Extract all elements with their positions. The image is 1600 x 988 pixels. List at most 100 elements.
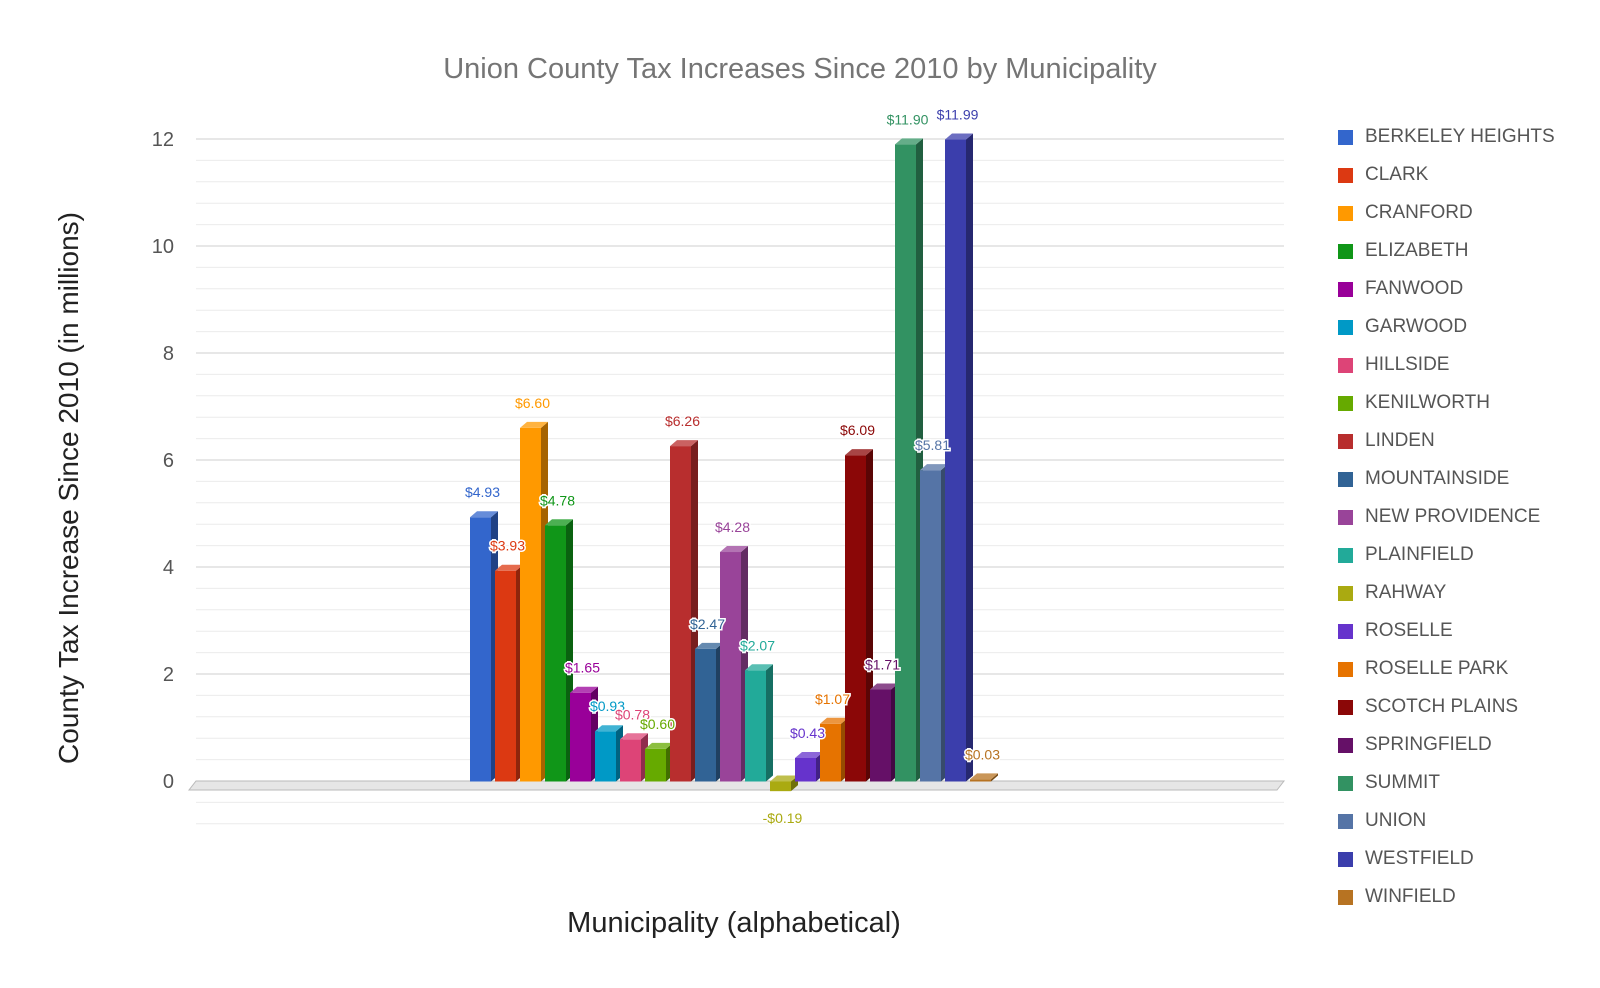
legend-label: FANWOOD — [1365, 278, 1464, 299]
data-label: $0.78 — [615, 706, 650, 722]
legend-item[interactable]: HILLSIDE — [1338, 346, 1593, 384]
bar-front — [845, 455, 866, 782]
legend-swatch — [1338, 509, 1353, 525]
bar-clark[interactable] — [495, 564, 523, 782]
legend-item[interactable]: BERKELEY HEIGHTS — [1338, 118, 1593, 156]
bar-hillside[interactable] — [620, 733, 648, 782]
bar-front — [945, 139, 966, 782]
legend-item[interactable]: WINFIELD — [1338, 878, 1593, 916]
bar-front — [670, 446, 691, 782]
data-label: $11.99 — [937, 107, 979, 123]
legend-item[interactable]: CRANFORD — [1338, 194, 1593, 232]
bar-front — [595, 731, 616, 782]
legend-item[interactable]: SCOTCH PLAINS — [1338, 688, 1593, 726]
bar-top — [945, 133, 973, 140]
legend-swatch — [1338, 775, 1353, 791]
bar-top — [870, 683, 898, 690]
chart-title: Union County Tax Increases Since 2010 by… — [443, 53, 1157, 85]
bar-front — [470, 517, 491, 782]
bar-top — [770, 775, 798, 782]
legend-label: SPRINGFIELD — [1365, 734, 1492, 755]
bar-side — [966, 133, 973, 782]
legend-swatch — [1338, 395, 1353, 411]
legend: BERKELEY HEIGHTS CLARK CRANFORD ELIZABETH FA… — [1338, 118, 1593, 916]
bar-roselle[interactable] — [795, 751, 823, 782]
bar-mountainside[interactable] — [695, 642, 723, 782]
bar-union[interactable] — [920, 464, 948, 782]
bar-top — [545, 519, 573, 526]
legend-item[interactable]: CLARK — [1338, 156, 1593, 194]
bar-front — [620, 739, 641, 782]
legend-swatch — [1338, 623, 1353, 639]
bar-front — [895, 144, 916, 782]
legend-item[interactable]: FANWOOD — [1338, 270, 1593, 308]
bar-kenilworth[interactable] — [645, 742, 673, 782]
bar-linden[interactable] — [670, 440, 698, 782]
legend-label: ROSELLE PARK — [1365, 658, 1509, 679]
legend-swatch — [1338, 661, 1353, 677]
floor-plane — [187, 780, 1286, 791]
legend-item[interactable]: RAHWAY — [1338, 574, 1593, 612]
bar-top — [595, 725, 623, 732]
legend-item[interactable]: ROSELLE — [1338, 612, 1593, 650]
bar-side — [991, 773, 998, 782]
bar-scotch-plains[interactable] — [845, 449, 873, 782]
bar-winfield[interactable] — [970, 773, 998, 782]
legend-item[interactable]: UNION — [1338, 802, 1593, 840]
bar-springfield[interactable] — [870, 683, 898, 782]
bar-front — [795, 757, 816, 782]
legend-label: RAHWAY — [1365, 582, 1447, 603]
legend-swatch — [1338, 433, 1353, 449]
bar-fanwood[interactable] — [570, 686, 598, 782]
legend-item[interactable]: MOUNTAINSIDE — [1338, 460, 1593, 498]
legend-label: GARWOOD — [1365, 316, 1468, 337]
y-tick-label: 12 — [152, 129, 174, 151]
legend-swatch — [1338, 471, 1353, 487]
legend-label: CLARK — [1365, 164, 1429, 185]
legend-item[interactable]: KENILWORTH — [1338, 384, 1593, 422]
legend-label: LINDEN — [1365, 430, 1435, 451]
data-label: $1.71 — [865, 657, 900, 673]
bar-front — [820, 723, 841, 782]
bar-new-providence[interactable] — [720, 546, 748, 782]
bar-summit[interactable] — [895, 138, 923, 782]
legend-swatch — [1338, 357, 1353, 373]
bar-plainfield[interactable] — [745, 664, 773, 782]
data-label: $0.03 — [965, 746, 1000, 762]
legend-item[interactable]: WESTFIELD — [1338, 840, 1593, 878]
legend-item[interactable]: PLAINFIELD — [1338, 536, 1593, 574]
legend-item[interactable]: ROSELLE PARK — [1338, 650, 1593, 688]
bar-cranford[interactable] — [520, 421, 548, 782]
bar-top — [745, 664, 773, 671]
data-label: -$0.19 — [763, 810, 803, 826]
legend-swatch — [1338, 889, 1353, 905]
legend-item[interactable]: SPRINGFIELD — [1338, 726, 1593, 764]
bar-front — [870, 689, 891, 782]
data-label: $3.93 — [490, 538, 525, 554]
bar-front — [770, 781, 791, 792]
bar-westfield[interactable] — [945, 133, 973, 782]
bar-top — [970, 773, 998, 780]
legend-swatch — [1338, 281, 1353, 297]
y-tick-label: 10 — [152, 236, 174, 258]
bar-elizabeth[interactable] — [545, 519, 573, 782]
data-label: $4.28 — [715, 519, 750, 535]
legend-item[interactable]: GARWOOD — [1338, 308, 1593, 346]
bar-front — [695, 648, 716, 782]
legend-item[interactable]: SUMMIT — [1338, 764, 1593, 802]
legend-label: BERKELEY HEIGHTS — [1365, 126, 1555, 147]
legend-item[interactable]: LINDEN — [1338, 422, 1593, 460]
y-tick-label: 0 — [163, 771, 174, 793]
legend-label: SCOTCH PLAINS — [1365, 696, 1519, 717]
bar-top — [695, 642, 723, 649]
legend-label: ELIZABETH — [1365, 240, 1469, 261]
bar-garwood[interactable] — [595, 725, 623, 782]
bar-top — [495, 564, 523, 571]
data-label: $0.93 — [590, 698, 625, 714]
legend-item[interactable]: ELIZABETH — [1338, 232, 1593, 270]
data-label: $11.90 — [887, 111, 929, 127]
data-label: $1.65 — [565, 660, 600, 676]
data-label: $4.93 — [465, 484, 500, 500]
legend-item[interactable]: NEW PROVIDENCE — [1338, 498, 1593, 536]
data-label: $1.07 — [815, 691, 850, 707]
